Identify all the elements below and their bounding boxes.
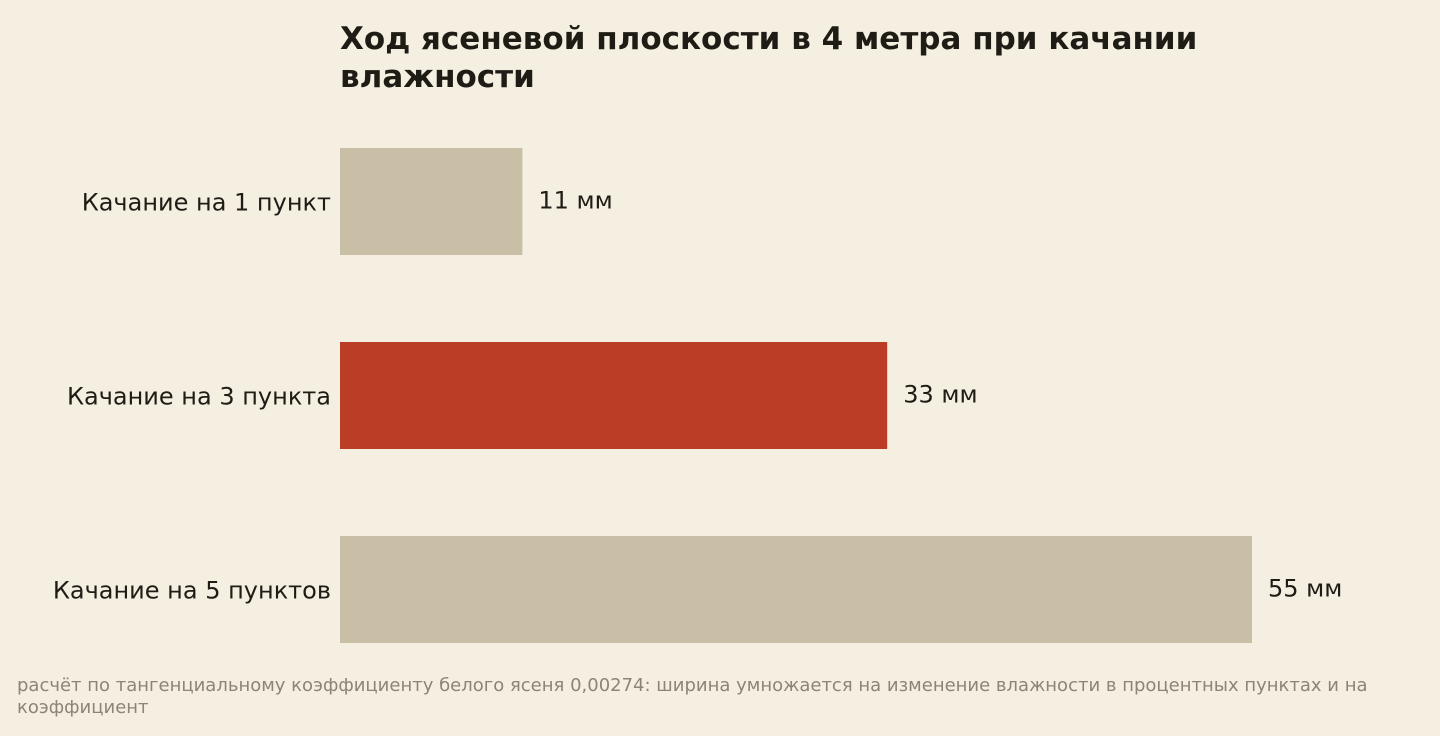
value-label-2: 33 мм (903, 381, 977, 409)
category-label-3: Качание на 5 пунктов (53, 577, 331, 605)
bar-1 (340, 148, 523, 255)
value-label-3: 55 мм (1268, 575, 1342, 603)
chart-title: Ход ясеневой плоскости в 4 метра при кач… (340, 21, 1198, 95)
chart-footnote: расчёт по тангенциальному коэффициенту б… (17, 675, 1368, 718)
bar-2 (340, 342, 888, 449)
value-label-1: 11 мм (538, 187, 612, 215)
bar-3 (340, 536, 1252, 643)
category-label-2: Качание на 3 пункта (67, 383, 331, 411)
category-label-1: Качание на 1 пункт (82, 189, 331, 217)
